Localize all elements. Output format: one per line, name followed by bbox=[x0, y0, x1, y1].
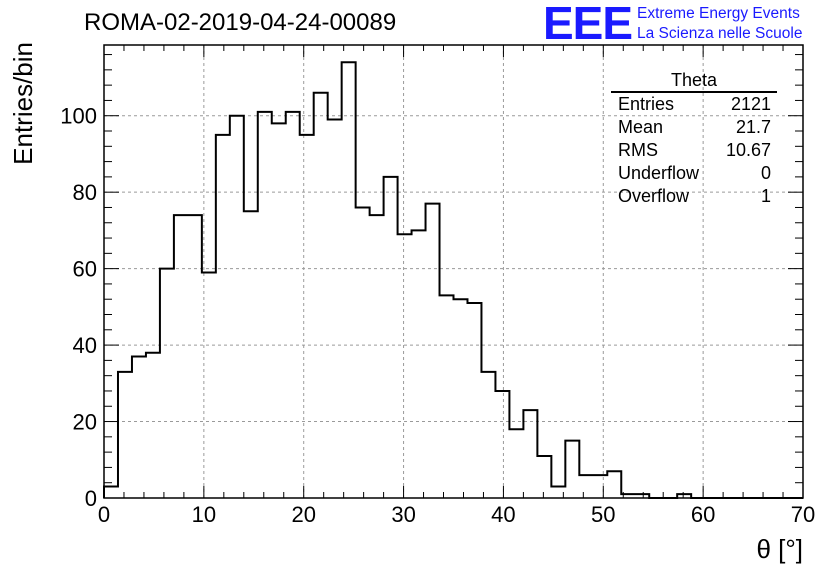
y-tick-label: 0 bbox=[85, 486, 97, 511]
histogram-bar bbox=[118, 372, 132, 498]
histogram-bar bbox=[286, 112, 300, 498]
stats-box: Theta Entries 2121 Mean 21.7 RMS 10.67 U… bbox=[611, 70, 777, 208]
stats-value: 10.67 bbox=[725, 140, 771, 160]
y-tick-label: 100 bbox=[60, 104, 97, 129]
x-tick-label: 60 bbox=[691, 502, 715, 527]
x-tick-label: 30 bbox=[391, 502, 415, 527]
grid-lines bbox=[104, 45, 803, 498]
stats-value: 0 bbox=[760, 163, 771, 183]
histogram-bar bbox=[216, 135, 230, 498]
histogram-bar bbox=[579, 475, 593, 498]
y-tick-label: 80 bbox=[73, 180, 97, 205]
stats-row: RMS 10.67 bbox=[611, 139, 777, 162]
stats-row: Overflow 1 bbox=[611, 185, 777, 208]
histogram-bar bbox=[244, 211, 258, 498]
run-title: ROMA-02-2019-04-24-00089 bbox=[84, 9, 397, 36]
x-tick-label: 50 bbox=[591, 502, 615, 527]
stats-row: Underflow 0 bbox=[611, 162, 777, 185]
histogram-bar bbox=[328, 120, 342, 498]
axes bbox=[103, 44, 804, 499]
histogram-bar bbox=[454, 299, 468, 498]
histogram-bar bbox=[565, 441, 579, 498]
x-tick-label: 10 bbox=[192, 502, 216, 527]
histogram-bar bbox=[188, 215, 202, 498]
y-tick-label: 20 bbox=[73, 410, 97, 435]
histogram-bar bbox=[426, 204, 440, 498]
histogram-bar bbox=[132, 357, 146, 498]
histogram-bar bbox=[440, 295, 454, 498]
eee-logo: EEE bbox=[543, 0, 633, 49]
x-tick-label: 40 bbox=[491, 502, 515, 527]
histogram-bar bbox=[300, 135, 314, 498]
histogram-bar bbox=[467, 303, 481, 498]
logo-caption-line1: Extreme Energy Events bbox=[637, 5, 800, 22]
histogram-bar bbox=[384, 177, 398, 498]
histogram-bar bbox=[202, 272, 216, 498]
histogram-outline bbox=[103, 61, 803, 499]
stats-label: Overflow bbox=[618, 186, 690, 206]
histogram-bar bbox=[481, 372, 495, 498]
stats-row: Entries 2121 bbox=[611, 93, 777, 116]
histogram-bar bbox=[607, 471, 621, 498]
histogram-bars bbox=[103, 61, 803, 499]
stats-label: Mean bbox=[618, 117, 664, 137]
histogram-bar bbox=[523, 410, 537, 498]
histogram-bar bbox=[537, 456, 551, 498]
histogram-bar bbox=[356, 207, 370, 498]
histogram-bar bbox=[412, 230, 426, 498]
x-tick-label: 20 bbox=[291, 502, 315, 527]
y-axis-label: Entries/bin bbox=[8, 42, 38, 165]
stats-label: RMS bbox=[618, 140, 658, 160]
stats-value: 2121 bbox=[730, 94, 771, 114]
histogram-bar bbox=[272, 123, 286, 498]
histogram-bar bbox=[509, 429, 523, 498]
stats-label: Underflow bbox=[618, 163, 700, 183]
histogram-bar bbox=[104, 487, 118, 498]
plot-frame bbox=[103, 44, 804, 499]
stats-label: Entries bbox=[618, 94, 675, 114]
y-tick-label: 60 bbox=[73, 257, 97, 282]
histogram-bar bbox=[593, 475, 607, 498]
histogram-bar bbox=[160, 269, 174, 498]
stats-title: Theta bbox=[611, 70, 777, 93]
x-axis-label: θ [°] bbox=[756, 534, 803, 564]
histogram-bar bbox=[258, 112, 272, 498]
x-tick-label: 70 bbox=[791, 502, 815, 527]
histogram-bar bbox=[398, 234, 412, 498]
stats-value: 1 bbox=[760, 186, 771, 206]
histogram-bar bbox=[314, 93, 328, 498]
histogram-bar bbox=[370, 215, 384, 498]
histogram-bar bbox=[146, 353, 160, 498]
x-tick-label: 0 bbox=[98, 502, 110, 527]
y-tick-label: 40 bbox=[73, 333, 97, 358]
histogram-bar bbox=[495, 391, 509, 498]
histogram-bar bbox=[230, 116, 244, 498]
logo-caption: Extreme Energy Events La Scienza nelle S… bbox=[637, 4, 802, 44]
logo-caption-line2: La Scienza nelle Scuole bbox=[637, 25, 803, 42]
stats-value: 21.7 bbox=[735, 117, 771, 137]
stats-row: Mean 21.7 bbox=[611, 116, 777, 139]
axis-ticks bbox=[103, 45, 804, 499]
histogram-bar bbox=[174, 215, 188, 498]
histogram-bar bbox=[342, 62, 356, 498]
